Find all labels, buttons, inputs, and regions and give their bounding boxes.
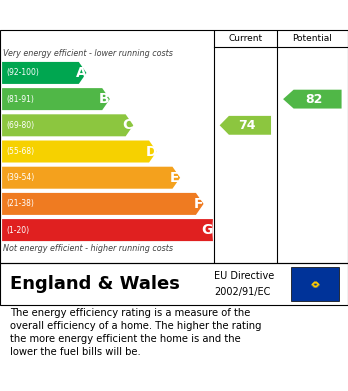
- Polygon shape: [283, 90, 342, 109]
- Text: (21-38): (21-38): [6, 199, 34, 208]
- Text: Energy Efficiency Rating: Energy Efficiency Rating: [9, 7, 219, 23]
- Text: 82: 82: [305, 93, 323, 106]
- Bar: [291, 267, 339, 301]
- Polygon shape: [2, 88, 110, 110]
- Text: EU Directive: EU Directive: [214, 271, 274, 282]
- Text: Potential: Potential: [292, 34, 332, 43]
- Text: Current: Current: [228, 34, 262, 43]
- Text: (39-54): (39-54): [6, 173, 34, 182]
- Polygon shape: [2, 140, 157, 163]
- Text: (81-91): (81-91): [6, 95, 34, 104]
- Text: C: C: [122, 118, 133, 132]
- Polygon shape: [2, 62, 86, 84]
- Text: F: F: [193, 197, 203, 211]
- Text: Not energy efficient - higher running costs: Not energy efficient - higher running co…: [3, 244, 174, 253]
- Text: A: A: [76, 66, 86, 80]
- Text: 74: 74: [238, 119, 255, 132]
- Polygon shape: [2, 193, 204, 215]
- Text: (1-20): (1-20): [6, 226, 29, 235]
- Text: B: B: [99, 92, 110, 106]
- Text: England & Wales: England & Wales: [10, 275, 180, 293]
- Text: (55-68): (55-68): [6, 147, 34, 156]
- Polygon shape: [2, 114, 133, 136]
- Text: (69-80): (69-80): [6, 121, 34, 130]
- Text: 2002/91/EC: 2002/91/EC: [214, 287, 270, 296]
- Text: E: E: [170, 171, 179, 185]
- Polygon shape: [2, 167, 180, 189]
- Polygon shape: [220, 116, 271, 135]
- Text: The energy efficiency rating is a measure of the
overall efficiency of a home. T: The energy efficiency rating is a measur…: [10, 308, 262, 357]
- Polygon shape: [2, 219, 213, 241]
- Text: Very energy efficient - lower running costs: Very energy efficient - lower running co…: [3, 49, 173, 58]
- Text: (92-100): (92-100): [6, 68, 39, 77]
- Text: G: G: [201, 223, 212, 237]
- Text: D: D: [145, 145, 157, 158]
